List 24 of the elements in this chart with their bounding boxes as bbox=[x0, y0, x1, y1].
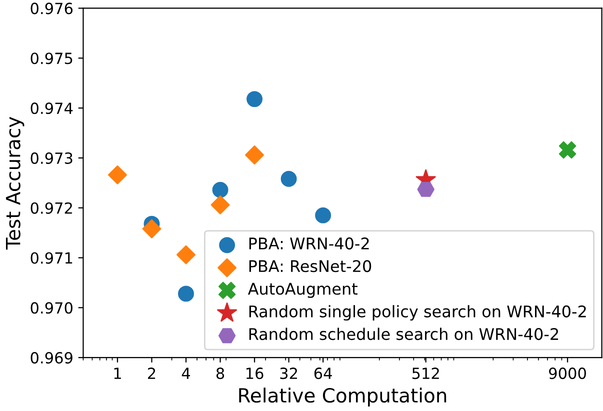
x-tick-label: 64 bbox=[314, 368, 332, 380]
legend-label: AutoAugment bbox=[248, 282, 358, 298]
legend-label: Random schedule search on WRN-40-2 bbox=[249, 328, 558, 340]
y-tick-label: 0.972 bbox=[30, 202, 72, 214]
y-tick-label: 0.973 bbox=[30, 152, 72, 164]
y-tick-label: 0.969 bbox=[30, 352, 72, 364]
legend-label: PBA: ResNet-20 bbox=[249, 260, 372, 272]
x-tick-label: 2 bbox=[148, 368, 156, 379]
y-tick-label: 0.974 bbox=[30, 102, 73, 114]
legend-label: Random single policy search on WRN-40-2 bbox=[249, 305, 586, 321]
x-tick-label: 9000 bbox=[549, 368, 586, 380]
y-tick-label: 0.976 bbox=[30, 2, 73, 14]
legend-label: PBA: WRN-40-2 bbox=[249, 237, 369, 250]
x-axis-title: Relative Computation bbox=[239, 388, 446, 406]
x-tick-label: 8 bbox=[216, 368, 224, 380]
x-tick-label: 32 bbox=[280, 368, 297, 380]
x-tick-label: 512 bbox=[412, 368, 439, 380]
x-tick-label: 16 bbox=[246, 368, 264, 380]
y-tick-label: 0.975 bbox=[30, 52, 72, 64]
x-tick-label: 4 bbox=[182, 368, 190, 379]
y-tick-label: 0.970 bbox=[30, 302, 72, 314]
y-axis-title: Test Accuracy bbox=[6, 116, 24, 250]
y-tick-label: 0.971 bbox=[30, 252, 72, 264]
x-tick-label: 1 bbox=[114, 368, 121, 379]
